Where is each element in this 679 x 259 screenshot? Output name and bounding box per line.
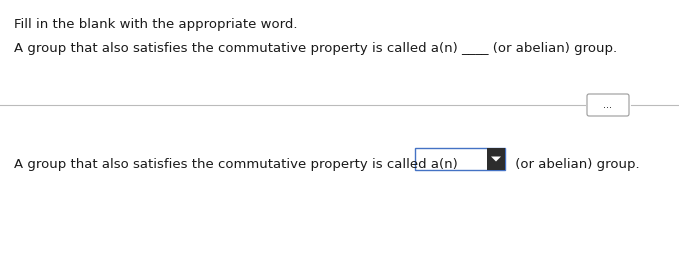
Bar bbox=[487, 148, 505, 170]
Text: (or abelian) group.: (or abelian) group. bbox=[511, 158, 640, 171]
Text: ...: ... bbox=[604, 100, 612, 110]
Bar bbox=[415, 148, 505, 170]
Text: Fill in the blank with the appropriate word.: Fill in the blank with the appropriate w… bbox=[14, 18, 297, 31]
Text: A group that also satisfies the commutative property is called a(n): A group that also satisfies the commutat… bbox=[14, 158, 462, 171]
Text: A group that also satisfies the commutative property is called a(n) ____ (or abe: A group that also satisfies the commutat… bbox=[14, 42, 617, 55]
Polygon shape bbox=[491, 156, 501, 162]
FancyBboxPatch shape bbox=[587, 94, 629, 116]
